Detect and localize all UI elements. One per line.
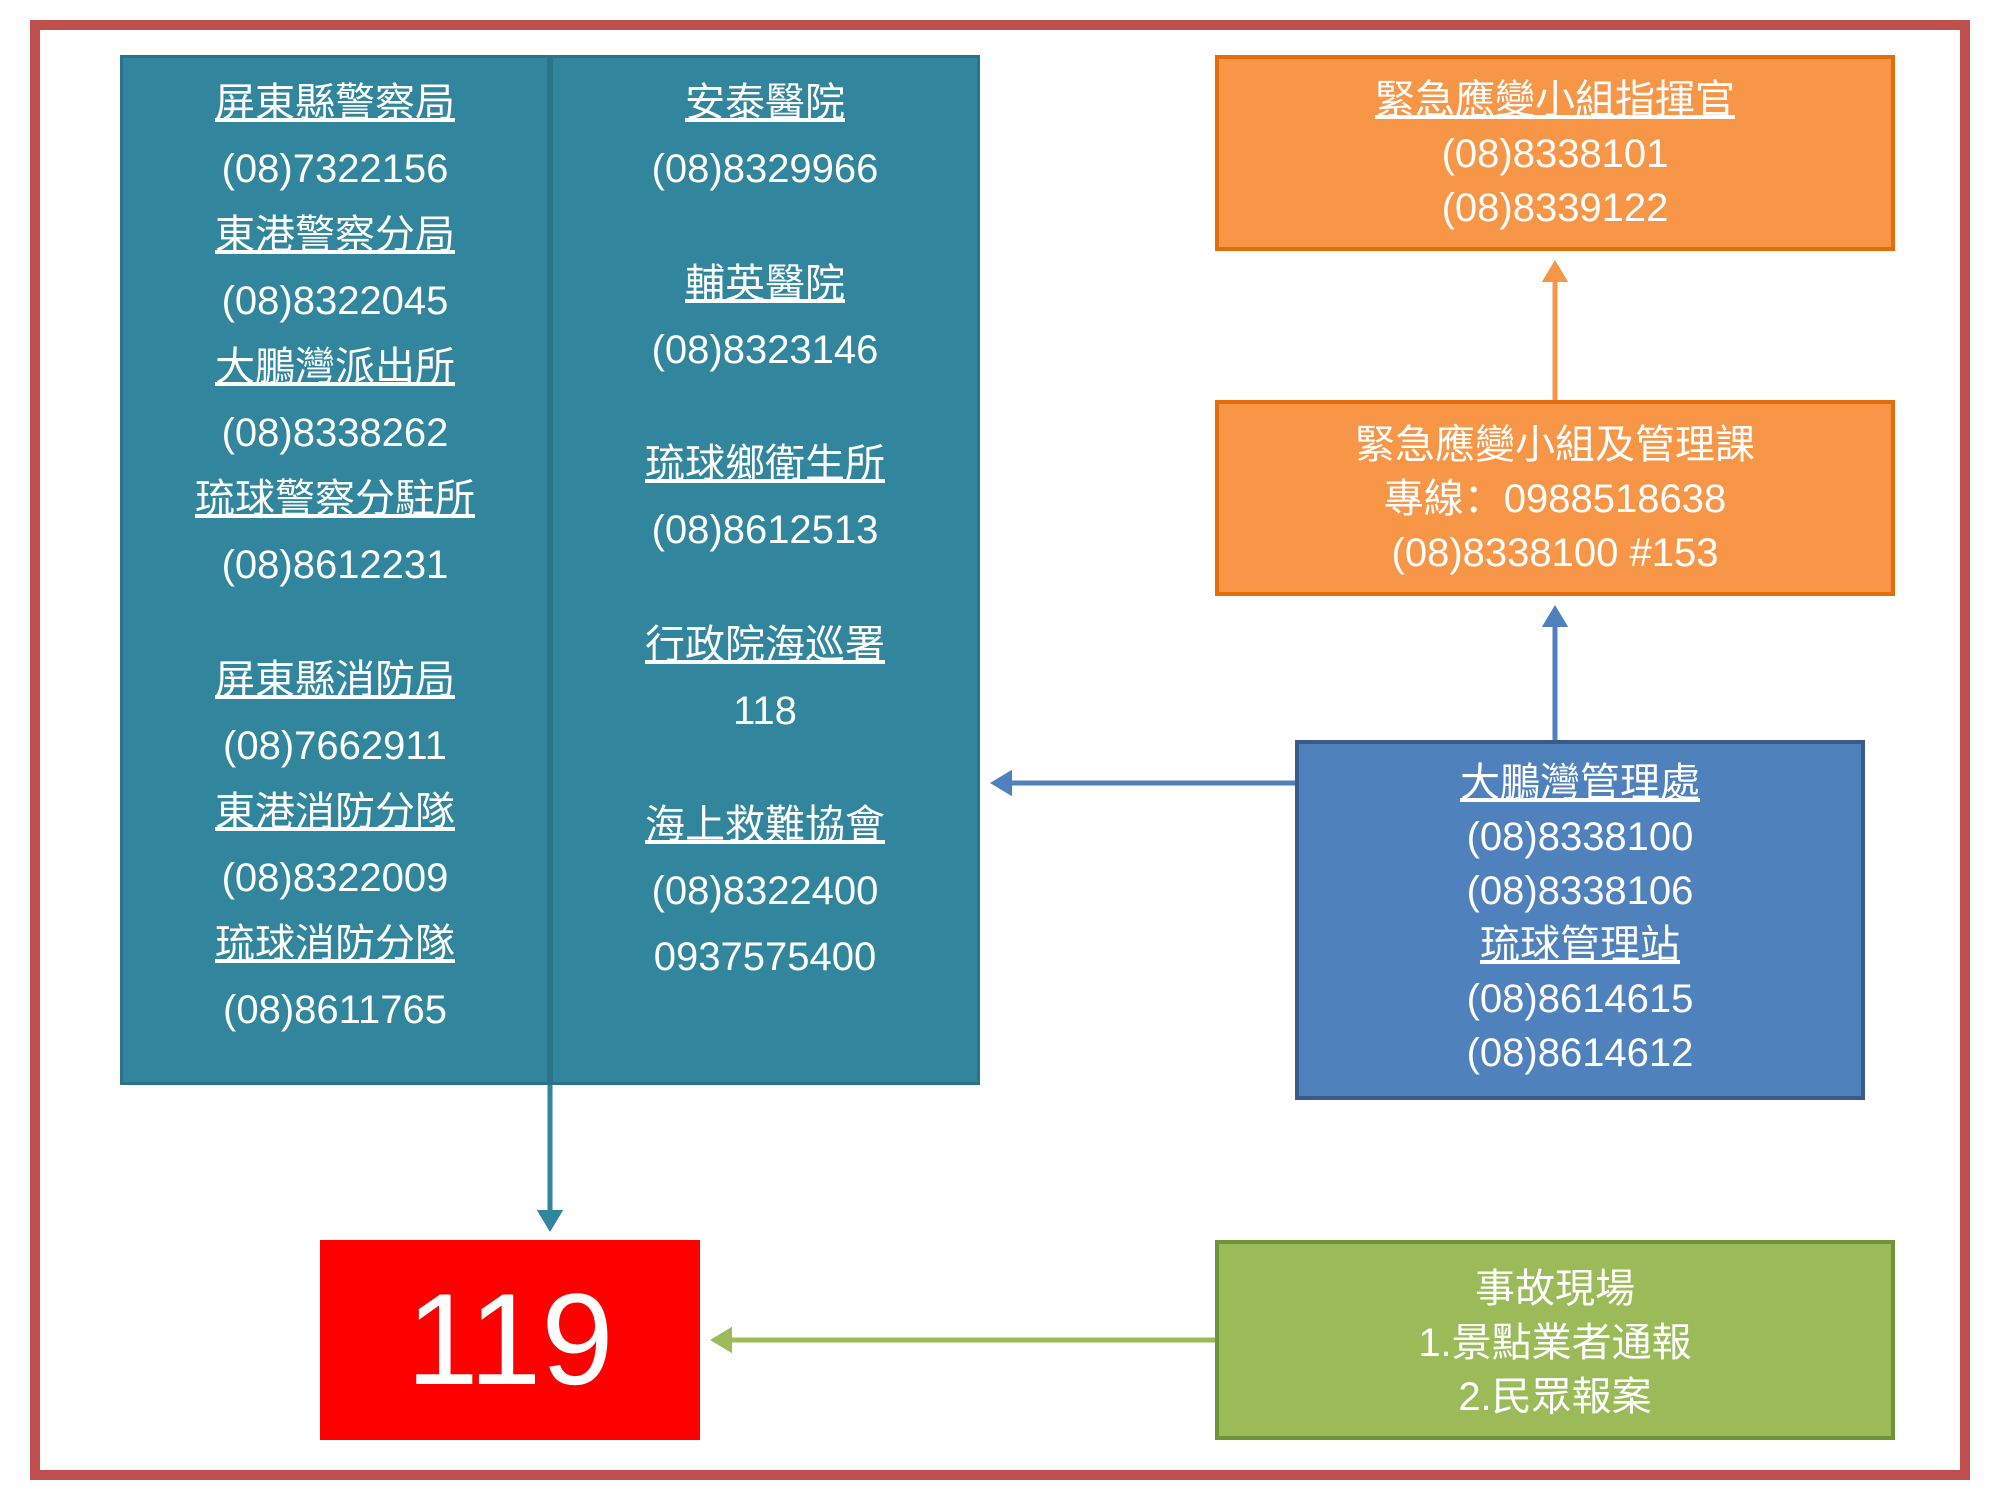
- line: [553, 383, 977, 432]
- line: 琉球消防分隊: [123, 911, 547, 977]
- line: 輔英醫院: [553, 251, 977, 317]
- line: 琉球鄉衛生所: [553, 431, 977, 497]
- line: 大鵬灣管理處: [1299, 756, 1861, 810]
- line: 東港警察分局: [123, 202, 547, 268]
- line: (08)8338100: [1299, 810, 1861, 864]
- management-office-box: 大鵬灣管理處(08)8338100(08)8338106琉球管理站(08)861…: [1295, 740, 1865, 1100]
- emergency-119-box: 119: [320, 1240, 700, 1440]
- line: (08)8614612: [1299, 1026, 1861, 1080]
- line: (08)8338106: [1299, 864, 1861, 918]
- response-team-box: 緊急應變小組及管理課專線：0988518638(08)8338100 #153: [1215, 400, 1895, 596]
- line: (08)8338100 #153: [1219, 526, 1891, 580]
- line: 琉球警察分駐所: [123, 466, 547, 532]
- line: 東港消防分隊: [123, 779, 547, 845]
- line: (08)8611765: [123, 977, 547, 1043]
- line: [553, 202, 977, 251]
- line: (08)8329966: [553, 136, 977, 202]
- line: (08)8322045: [123, 268, 547, 334]
- line: 安泰醫院: [553, 70, 977, 136]
- line: 緊急應變小組指揮官: [1219, 73, 1891, 127]
- line: [553, 563, 977, 612]
- line: (08)8612513: [553, 497, 977, 563]
- line: [553, 744, 977, 793]
- emergency-contacts-right: 安泰醫院(08)8329966 輔英醫院(08)8323146 琉球鄉衛生所(0…: [550, 55, 980, 1085]
- line: (08)8322009: [123, 845, 547, 911]
- line: 118: [553, 678, 977, 744]
- line: 1.景點業者通報: [1219, 1316, 1891, 1370]
- line: 琉球管理站: [1299, 918, 1861, 972]
- incident-scene-box: 事故現場1.景點業者通報2.民眾報案: [1215, 1240, 1895, 1440]
- line: (08)8338101: [1219, 127, 1891, 181]
- line: 大鵬灣派出所: [123, 334, 547, 400]
- line: (08)8612231: [123, 532, 547, 598]
- line: 0937575400: [553, 924, 977, 990]
- line: (08)8339122: [1219, 181, 1891, 235]
- line: (08)7662911: [123, 713, 547, 779]
- line: 事故現場: [1219, 1262, 1891, 1316]
- emergency-number: 119: [406, 1252, 613, 1428]
- line: (08)8322400: [553, 858, 977, 924]
- line: (08)8338262: [123, 400, 547, 466]
- line: 緊急應變小組及管理課: [1219, 418, 1891, 472]
- line: 專線：0988518638: [1219, 472, 1891, 526]
- line: [123, 598, 547, 647]
- line: (08)8323146: [553, 317, 977, 383]
- emergency-contacts-left: 屏東縣警察局(08)7322156東港警察分局(08)8322045大鵬灣派出所…: [120, 55, 550, 1085]
- line: 屏東縣警察局: [123, 70, 547, 136]
- commander-box: 緊急應變小組指揮官(08)8338101(08)8339122: [1215, 55, 1895, 251]
- line: 行政院海巡署: [553, 612, 977, 678]
- line: 2.民眾報案: [1219, 1370, 1891, 1424]
- line: (08)7322156: [123, 136, 547, 202]
- line: (08)8614615: [1299, 972, 1861, 1026]
- line: 屏東縣消防局: [123, 647, 547, 713]
- line: 海上救難協會: [553, 792, 977, 858]
